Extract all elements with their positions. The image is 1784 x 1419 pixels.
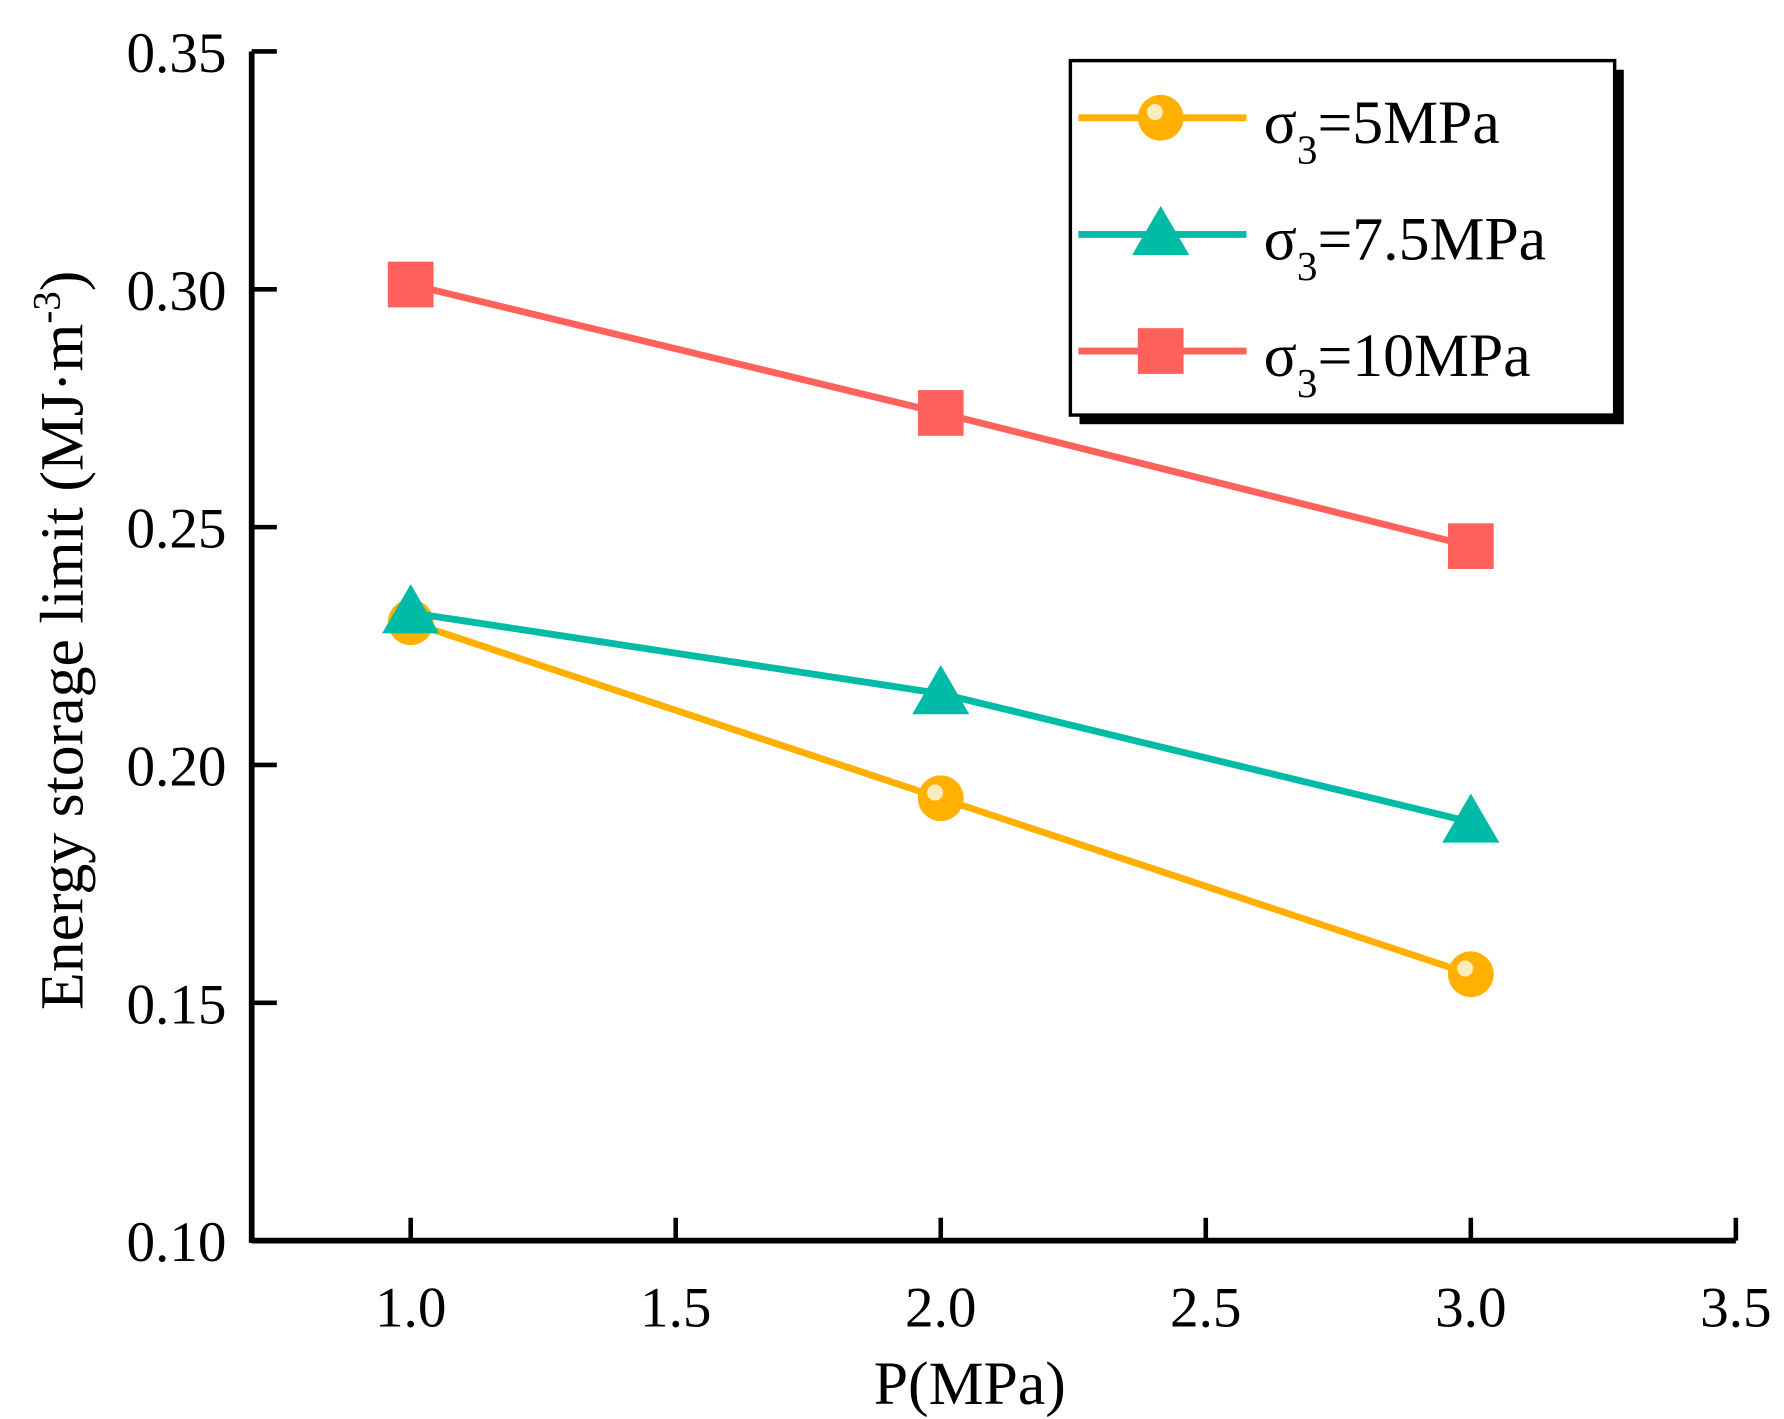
series-group	[382, 261, 1500, 998]
legend-marker-square	[1137, 328, 1184, 374]
legend-label: σ3=5MPa	[1264, 89, 1500, 173]
data-point-square	[387, 261, 434, 308]
y-tick-label: 0.35	[126, 22, 226, 85]
y-tick-label: 0.15	[126, 973, 226, 1036]
legend-label-rest: =5MPa	[1317, 89, 1499, 157]
data-point-circle-highlight	[927, 784, 944, 801]
y-tick-label: 0.30	[126, 260, 226, 323]
legend-label-symbol: σ	[1264, 89, 1297, 157]
x-tick-label: 1.5	[640, 1276, 711, 1339]
series-triangle	[382, 584, 1500, 843]
legend-label: σ3=7.5MPa	[1264, 206, 1546, 290]
series-square	[387, 261, 1494, 570]
y-axis-label-sup: -3	[26, 291, 69, 323]
x-tick-label: 3.0	[1435, 1276, 1506, 1339]
y-tick-label: 0.25	[126, 498, 226, 561]
data-point-square	[917, 390, 964, 436]
data-point-triangle	[912, 665, 970, 715]
y-axis-label-close: )	[28, 271, 96, 292]
x-axis-label: P(MPa)	[874, 1350, 1066, 1418]
axes: 1.0 1.5 2.0 2.5 3.0 3.5 0.10 0.15 0.20 0.25 0.30 0.…	[126, 22, 1771, 1339]
legend-label-symbol: σ	[1264, 322, 1297, 390]
legend-label: σ3=10MPa	[1264, 322, 1531, 406]
data-point-triangle	[382, 584, 440, 634]
x-tick-label: 1.0	[375, 1276, 446, 1339]
y-tick-label: 0.20	[126, 736, 226, 799]
legend-label-rest: =7.5MPa	[1317, 206, 1546, 274]
x-tick-label: 2.5	[1170, 1276, 1241, 1339]
data-point-circle	[1447, 951, 1494, 998]
data-point-circle-highlight	[1457, 960, 1474, 977]
legend-marker-triangle	[1132, 205, 1190, 255]
legend-label-rest: =10MPa	[1317, 322, 1530, 390]
data-point-circle	[917, 775, 964, 822]
legend-marker-circle	[1137, 94, 1184, 141]
data-point-triangle	[1442, 793, 1500, 843]
x-tick-label: 3.5	[1700, 1276, 1771, 1339]
legend-label-sub: 3	[1297, 360, 1318, 406]
data-point-square	[1447, 523, 1494, 570]
y-axis-label-main: Energy storage limit (MJ·m	[28, 324, 96, 1010]
legend-label-symbol: σ	[1264, 206, 1297, 274]
series-circle	[387, 599, 1494, 998]
legend-label-sub: 3	[1297, 127, 1318, 173]
x-tick-label: 2.0	[905, 1276, 976, 1339]
y-tick-label: 0.10	[126, 1211, 226, 1274]
legend-label-sub: 3	[1297, 243, 1318, 289]
y-axis-label: Energy storage limit (MJ·m-3)	[26, 271, 97, 1010]
legend-marker-circle-highlight	[1146, 104, 1163, 121]
